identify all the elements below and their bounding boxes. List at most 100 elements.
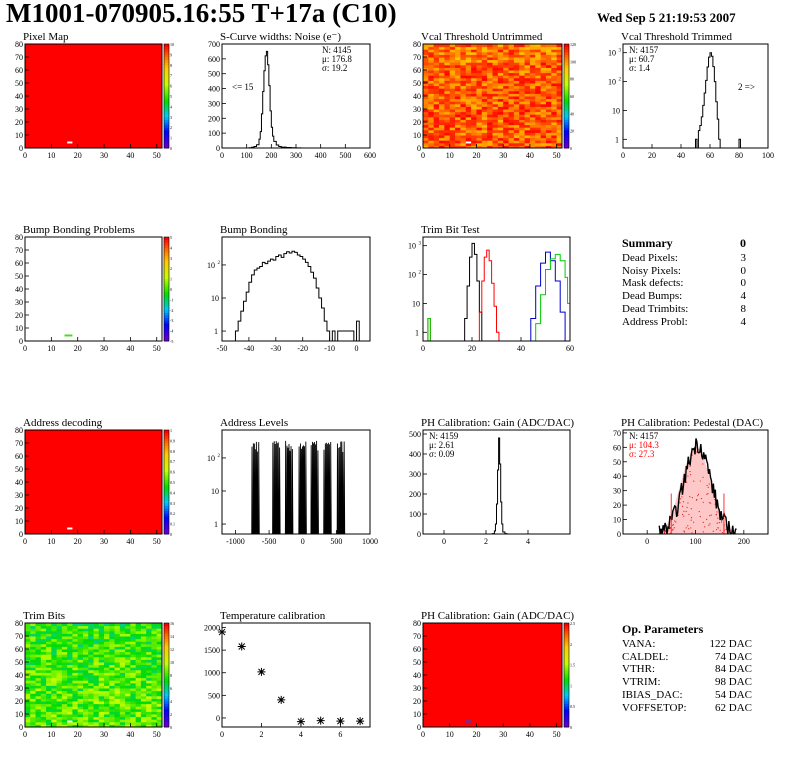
heatmap-cell: [508, 54, 515, 58]
heatmap-cell: [51, 662, 58, 666]
heatmap-cell: [88, 659, 94, 663]
heatmap-cell: [551, 106, 558, 110]
heatmap-cell: [30, 659, 37, 663]
address-peak: [314, 444, 317, 534]
heatmap-cell: [503, 101, 510, 105]
heatmap-cell: [109, 667, 116, 671]
heatmap-cell: [465, 54, 472, 58]
heatmap-cell: [46, 721, 52, 725]
heatmap-cell: [492, 57, 499, 61]
heatmap-cell: [444, 46, 451, 50]
heatmap-cell: [492, 83, 499, 87]
heatmap-cell: [476, 59, 483, 63]
heatmap-cell: [35, 638, 42, 642]
heatmap-cell: [156, 628, 162, 632]
heatmap-cell: [545, 119, 552, 123]
heatmap-cell: [56, 695, 63, 699]
heatmap-cell: [72, 706, 79, 710]
heatmap-cell: [481, 70, 488, 74]
palette-band: [564, 67, 569, 71]
palette-band: [164, 630, 169, 634]
palette-band: [564, 703, 569, 707]
heatmap-cell: [449, 106, 456, 110]
heatmap-cell: [428, 70, 435, 74]
heatmap-cell: [156, 724, 162, 727]
heatmap-cell: [93, 724, 100, 727]
heatmap-cell: [449, 59, 456, 63]
heatmap-cell: [46, 636, 52, 640]
heatmap-cell: [98, 669, 105, 673]
heatmap-cell: [444, 72, 451, 76]
scatter-point: [356, 717, 365, 726]
heatmap-cell: [51, 703, 58, 707]
heatmap-cell: [524, 90, 531, 94]
heatmap-cell: [460, 80, 467, 84]
heatmap-cell: [476, 109, 483, 113]
heatmap-cell: [465, 59, 472, 63]
heatmap-cell: [513, 140, 520, 144]
heatmap-cell: [109, 638, 116, 642]
heatmap-cell: [88, 664, 94, 668]
heatmap-cell: [25, 633, 31, 637]
heatmap-cell: [529, 132, 536, 136]
heatmap-cell: [439, 59, 445, 63]
heatmap-cell: [67, 716, 73, 720]
heatmap-cell: [455, 59, 461, 63]
heatmap-cell: [492, 88, 499, 92]
palette-band: [564, 96, 569, 100]
heatmap-cell: [67, 695, 73, 699]
heatmap-cell: [51, 675, 58, 679]
palette-tick-label: 60: [570, 94, 574, 99]
histogram-dot: [715, 528, 718, 531]
heatmap-cell: [551, 109, 558, 113]
palette-band: [164, 273, 169, 277]
heatmap-cell: [535, 67, 542, 71]
heatmap-cell: [156, 664, 162, 668]
heatmap-cell: [540, 44, 547, 48]
heatmap-cell: [114, 675, 121, 679]
heatmap-cell: [503, 122, 510, 126]
heatmap-cell: [51, 711, 58, 715]
heatmap-cell: [98, 685, 105, 689]
heatmap-cell: [125, 724, 131, 727]
heatmap-cell: [556, 83, 562, 87]
heatmap-cell: [125, 623, 131, 627]
heatmap-cell: [67, 680, 73, 684]
heatmap-cell: [77, 677, 84, 681]
heatmap-cell: [51, 719, 58, 723]
heatmap-cell: [25, 646, 31, 650]
heatmap-cell: [433, 44, 440, 48]
heatmap-cell: [25, 703, 31, 707]
palette-band: [164, 111, 169, 115]
heatmap-cell: [146, 636, 152, 640]
heatmap-cell: [40, 656, 47, 660]
heatmap-cell: [93, 695, 100, 699]
histogram-dot: [683, 515, 685, 517]
heatmap-cell: [455, 103, 461, 107]
palette-band: [164, 239, 169, 243]
heatmap-cell: [40, 669, 47, 673]
heatmap-cell: [529, 77, 536, 81]
heatmap-cell: [35, 656, 42, 660]
heatmap-cell: [540, 96, 547, 100]
heatmap-cell: [471, 96, 477, 100]
heatmap-cell: [529, 44, 536, 48]
palette-band: [164, 453, 169, 457]
palette-tick-label: 2: [170, 712, 172, 717]
palette-band: [564, 698, 569, 702]
heatmap-cell: [88, 695, 94, 699]
heatmap-cell: [551, 124, 558, 128]
heatmap-cell: [151, 656, 158, 660]
y-tick-label: 10: [15, 131, 23, 140]
heatmap-cell: [88, 711, 94, 715]
heatmap-cell: [540, 129, 547, 133]
heatmap-cell: [465, 106, 472, 110]
heatmap-cell: [481, 109, 488, 113]
heatmap-cell: [98, 638, 105, 642]
palette-band: [164, 75, 169, 79]
heatmap-cell: [40, 651, 47, 655]
palette-band: [164, 276, 169, 280]
heatmap-cell: [460, 70, 467, 74]
heatmap-cell: [156, 677, 162, 681]
heatmap-cell: [67, 721, 73, 725]
